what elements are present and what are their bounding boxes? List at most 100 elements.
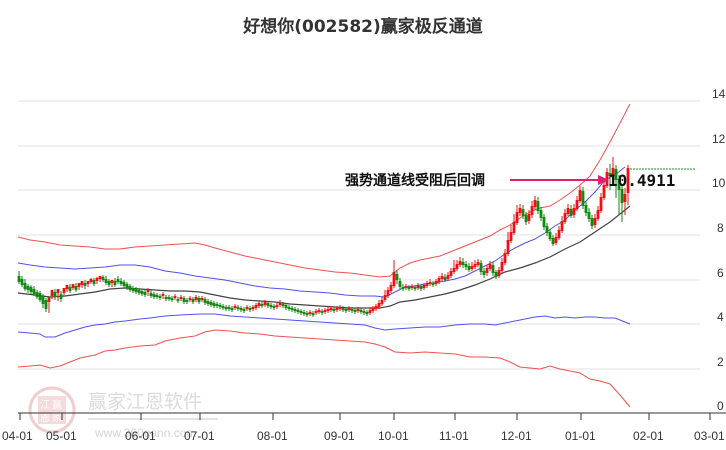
- candle-body: [86, 281, 90, 284]
- candle-body: [26, 286, 30, 290]
- candle-body: [455, 264, 459, 269]
- candle-body: [506, 240, 510, 254]
- candle-body: [365, 312, 369, 314]
- x-axis: 04-01 05-01 06-01 07-01 08-01 09-01 10-0…: [2, 412, 726, 443]
- candle-body: [50, 290, 54, 296]
- candlesticks: [17, 157, 630, 317]
- candle-body: [458, 261, 462, 265]
- candle-body: [401, 287, 405, 289]
- candle-body: [419, 286, 423, 289]
- candle-body: [569, 209, 573, 216]
- annotation-text: 强势通道线受阻后回调: [345, 172, 485, 189]
- candle-body: [77, 283, 81, 287]
- candle-body: [194, 297, 198, 300]
- outer-upper-band: [17, 103, 631, 278]
- seal-char: 江: [40, 399, 50, 411]
- candle-body: [89, 279, 93, 282]
- candle-body: [500, 262, 504, 271]
- candle-body: [521, 209, 525, 216]
- candle-body: [509, 232, 513, 241]
- candle-body: [266, 303, 270, 306]
- candle-body: [197, 298, 201, 302]
- candle-body: [614, 169, 618, 180]
- candle-body: [389, 285, 393, 291]
- x-tick: 01-01: [565, 429, 596, 443]
- candle-body: [407, 287, 411, 289]
- candle-body: [179, 297, 183, 299]
- candle-body: [350, 309, 354, 311]
- candle-body: [335, 308, 339, 310]
- candle-body: [428, 282, 432, 284]
- candle-body: [239, 308, 243, 310]
- candle-body: [464, 264, 468, 267]
- candle-body: [290, 308, 294, 310]
- candle-body: [131, 288, 135, 291]
- candle-body: [83, 283, 87, 286]
- candle-body: [593, 218, 597, 225]
- candle-body: [149, 293, 153, 296]
- candle-body: [404, 286, 408, 288]
- candle-body: [488, 264, 492, 269]
- candle-body: [191, 299, 195, 302]
- y-tick: 12: [712, 132, 726, 146]
- candle-body: [296, 310, 300, 312]
- y-axis: 14 12 10 8 6 4 2 0: [712, 87, 726, 413]
- candle-body: [491, 265, 495, 273]
- candle-body: [212, 303, 216, 306]
- candle-body: [395, 274, 399, 280]
- candle-body: [254, 305, 258, 308]
- candle-body: [206, 301, 210, 304]
- candle-body: [362, 311, 366, 313]
- candle-body: [434, 281, 438, 284]
- candle-body: [314, 311, 318, 313]
- candle-body: [359, 310, 363, 312]
- candle-body: [125, 284, 129, 288]
- candle-body: [311, 313, 315, 315]
- candle-body: [218, 305, 222, 307]
- candle-body: [92, 280, 96, 284]
- candle-body: [161, 294, 165, 296]
- x-tick: 08-01: [257, 429, 288, 443]
- candle-body: [599, 197, 603, 211]
- candle-body: [293, 309, 297, 311]
- candle-body: [608, 173, 612, 176]
- candle-body: [356, 309, 360, 311]
- candle-body: [485, 268, 489, 273]
- candle-body: [626, 168, 630, 193]
- candle-body: [278, 303, 282, 305]
- seal-char: 恩: [40, 412, 50, 424]
- candle-body: [413, 287, 417, 289]
- candle-body: [494, 272, 498, 277]
- watermark-text: 赢家江恩软件: [88, 391, 202, 413]
- candle-body: [443, 277, 447, 280]
- x-tick: 11-01: [439, 429, 469, 443]
- candle-body: [74, 286, 78, 290]
- candle-body: [545, 226, 549, 233]
- candle-body: [590, 218, 594, 226]
- candle-body: [287, 307, 291, 309]
- candle-body: [41, 296, 45, 304]
- x-tick: 05-01: [46, 429, 77, 443]
- candle-body: [122, 282, 126, 286]
- candle-body: [308, 312, 312, 314]
- candle-body: [260, 304, 264, 306]
- candle-body: [371, 308, 375, 311]
- candle-body: [110, 280, 114, 283]
- candle-body: [482, 271, 486, 275]
- candle-body: [563, 213, 567, 222]
- candle-body: [527, 214, 531, 221]
- candle-body: [113, 281, 117, 285]
- candle-body: [203, 299, 207, 303]
- candle-body: [578, 190, 582, 201]
- candle-body: [62, 288, 66, 293]
- candle-body: [479, 263, 483, 272]
- candle-body: [467, 266, 471, 270]
- candle-body: [221, 306, 225, 308]
- seal-char: 家: [52, 411, 62, 424]
- candle-body: [35, 292, 39, 297]
- gridlines: [18, 100, 700, 370]
- candle-body: [98, 276, 102, 279]
- candle-body: [617, 179, 621, 190]
- candle-body: [230, 308, 234, 310]
